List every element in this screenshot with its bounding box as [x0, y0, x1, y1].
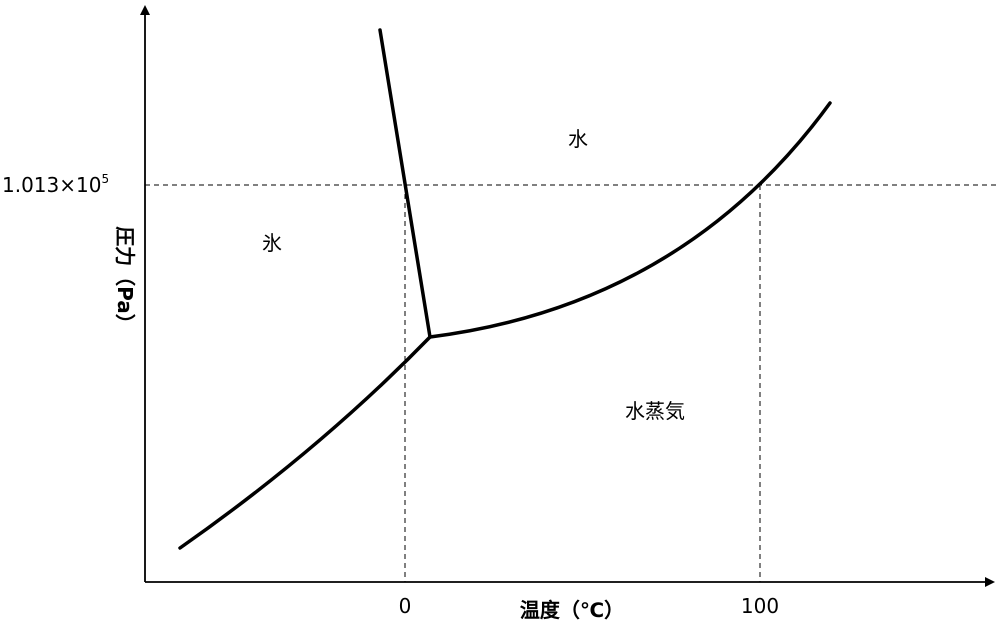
x-tick-100: 100 — [741, 594, 779, 618]
y-tick-mantissa: 1.013×10 — [2, 173, 101, 197]
melting-curve — [378, 28, 432, 339]
x-tick-0: 0 — [399, 594, 412, 618]
ice-region-label: 氷 — [262, 231, 282, 255]
y-tick-label: 1.013×105 — [2, 172, 109, 197]
sublimation-curve — [178, 335, 432, 550]
water-region-label: 水 — [568, 127, 588, 151]
vaporization-curve — [428, 101, 832, 339]
x-axis-title: 温度（℃） — [520, 598, 624, 622]
y-axis-title: 圧力（Pa） — [113, 226, 137, 334]
vapor-region-label: 水蒸気 — [625, 399, 685, 423]
y-tick-exponent: 5 — [101, 172, 109, 186]
